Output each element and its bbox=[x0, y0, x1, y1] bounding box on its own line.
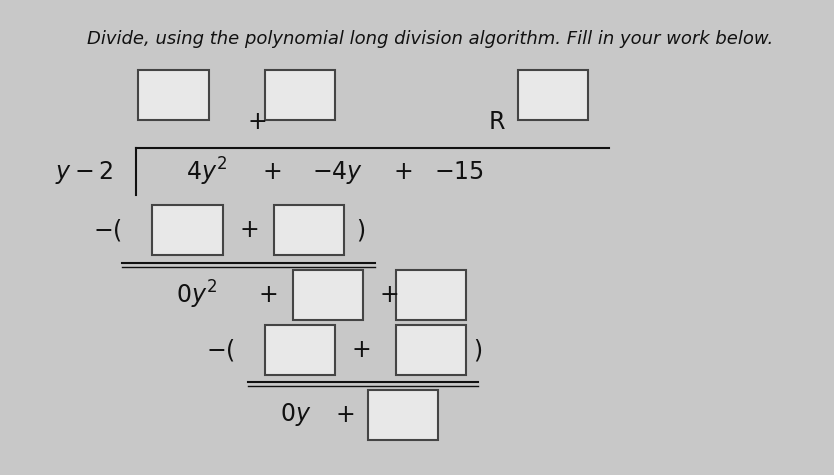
Text: $+$: $+$ bbox=[351, 338, 370, 362]
Bar bbox=[153, 205, 223, 255]
Text: $-($: $-($ bbox=[206, 337, 235, 363]
Text: $+$: $+$ bbox=[379, 283, 399, 307]
Bar bbox=[293, 270, 364, 320]
Text: $)$: $)$ bbox=[356, 217, 365, 243]
Text: +: + bbox=[248, 110, 268, 134]
Bar bbox=[265, 70, 335, 120]
Text: R: R bbox=[489, 110, 505, 134]
Bar bbox=[265, 325, 335, 375]
Text: $-4y$: $-4y$ bbox=[312, 159, 363, 186]
Text: $4y^2$: $4y^2$ bbox=[186, 156, 227, 188]
Text: $-($: $-($ bbox=[93, 217, 123, 243]
Text: $+$: $+$ bbox=[239, 218, 258, 242]
Bar bbox=[368, 390, 438, 440]
Bar bbox=[396, 270, 466, 320]
Text: $0y^2$: $0y^2$ bbox=[176, 279, 218, 311]
Text: Divide, using the polynomial long division algorithm. Fill in your work below.: Divide, using the polynomial long divisi… bbox=[87, 30, 773, 48]
Text: $)$: $)$ bbox=[474, 337, 483, 363]
Text: $+$: $+$ bbox=[335, 403, 354, 427]
Text: $+$: $+$ bbox=[394, 160, 413, 184]
Bar bbox=[396, 325, 466, 375]
Bar bbox=[518, 70, 588, 120]
Text: $+$: $+$ bbox=[262, 160, 281, 184]
Text: $y-2$: $y-2$ bbox=[55, 159, 113, 186]
Bar bbox=[138, 70, 208, 120]
Text: $-15$: $-15$ bbox=[435, 160, 485, 184]
Bar bbox=[274, 205, 344, 255]
Text: $0y$: $0y$ bbox=[279, 401, 311, 428]
Text: $+$: $+$ bbox=[258, 283, 277, 307]
